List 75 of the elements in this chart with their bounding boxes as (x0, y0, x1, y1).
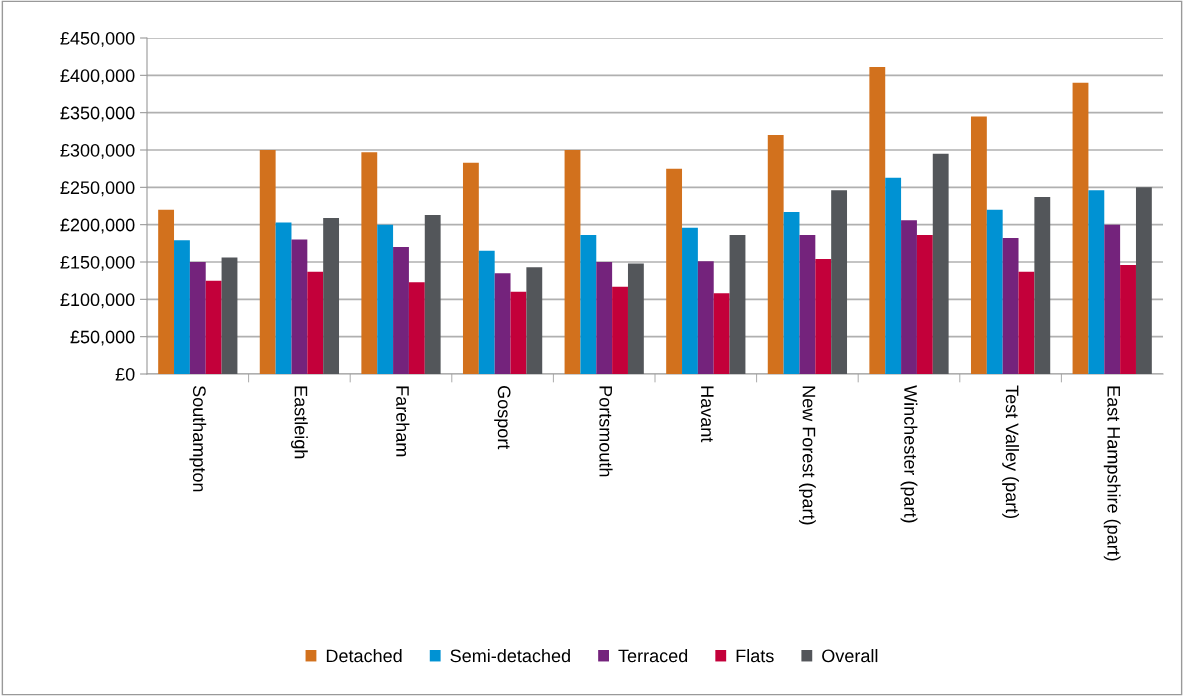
bar (916, 235, 933, 374)
legend-label: Detached (326, 649, 402, 663)
bar (612, 286, 628, 374)
bar (259, 150, 276, 374)
x-tick-label: East Hampshire (part) (1103, 386, 1121, 561)
x-tick-label: New Forest (part) (798, 386, 816, 525)
bar (1120, 264, 1136, 374)
legend-label: Semi-detached (450, 649, 570, 663)
bar (713, 293, 730, 374)
y-tick-label: £200,000 (60, 218, 135, 234)
y-tick-label: £0 (115, 367, 135, 381)
bar (682, 227, 698, 374)
bar (494, 273, 511, 374)
bar (361, 152, 378, 374)
x-tick-label: Fareham (396, 386, 410, 457)
y-tick-label: £50,000 (70, 330, 135, 346)
y-tick-label: £350,000 (60, 106, 135, 122)
bar (1034, 197, 1051, 374)
x-tick-label: Eastleigh (290, 386, 308, 459)
x-tick-label: Havant (700, 386, 714, 443)
x-tick-label: Gosport (494, 386, 511, 450)
legend-label: Terraced (618, 649, 688, 663)
bar (697, 261, 714, 374)
bar (729, 235, 746, 374)
bar (799, 235, 816, 374)
bar (408, 282, 425, 374)
bar (767, 135, 784, 374)
y-tick-label: £300,000 (60, 143, 135, 159)
bar (221, 257, 238, 374)
bar (275, 222, 292, 374)
y-tick-label: £450,000 (60, 31, 135, 47)
bar (564, 150, 581, 374)
bar (1135, 187, 1152, 374)
bar (885, 177, 902, 374)
bar (1072, 82, 1089, 374)
bar (307, 271, 324, 374)
bar (1018, 271, 1035, 374)
x-tick-label: Southampton (189, 385, 207, 492)
bar (986, 209, 1003, 374)
bar (189, 262, 206, 374)
bar (1104, 224, 1121, 374)
bar (627, 263, 644, 374)
bar (901, 220, 917, 374)
bar (1002, 238, 1019, 374)
bar (377, 224, 394, 374)
bar (970, 116, 987, 374)
x-tick-label: Test Valley (part) (1002, 385, 1020, 519)
bar (815, 259, 832, 374)
bar (1088, 190, 1105, 374)
bar (526, 267, 543, 374)
legend-label: Overall (822, 649, 878, 663)
bar (323, 217, 340, 374)
bar (158, 209, 175, 374)
bar (932, 153, 949, 374)
bar (291, 239, 308, 374)
bar (462, 162, 479, 374)
x-tick-label: Winchester (part) (900, 385, 918, 523)
y-tick-label: £400,000 (60, 69, 135, 85)
bar (393, 247, 409, 374)
bar (424, 214, 441, 374)
bar (666, 168, 683, 374)
bar (783, 211, 800, 374)
bar (580, 235, 597, 374)
legend-label: Flats (736, 649, 774, 663)
y-tick-label: £250,000 (60, 181, 135, 197)
bar (478, 250, 495, 374)
x-tick-label: Portsmouth (599, 386, 613, 477)
bar (596, 262, 613, 374)
y-tick-label: £100,000 (60, 293, 135, 309)
bar (205, 280, 222, 374)
bar (869, 67, 886, 374)
bar (510, 291, 527, 374)
bar (831, 190, 848, 374)
bar (174, 240, 190, 374)
y-tick-label: £150,000 (60, 255, 135, 271)
